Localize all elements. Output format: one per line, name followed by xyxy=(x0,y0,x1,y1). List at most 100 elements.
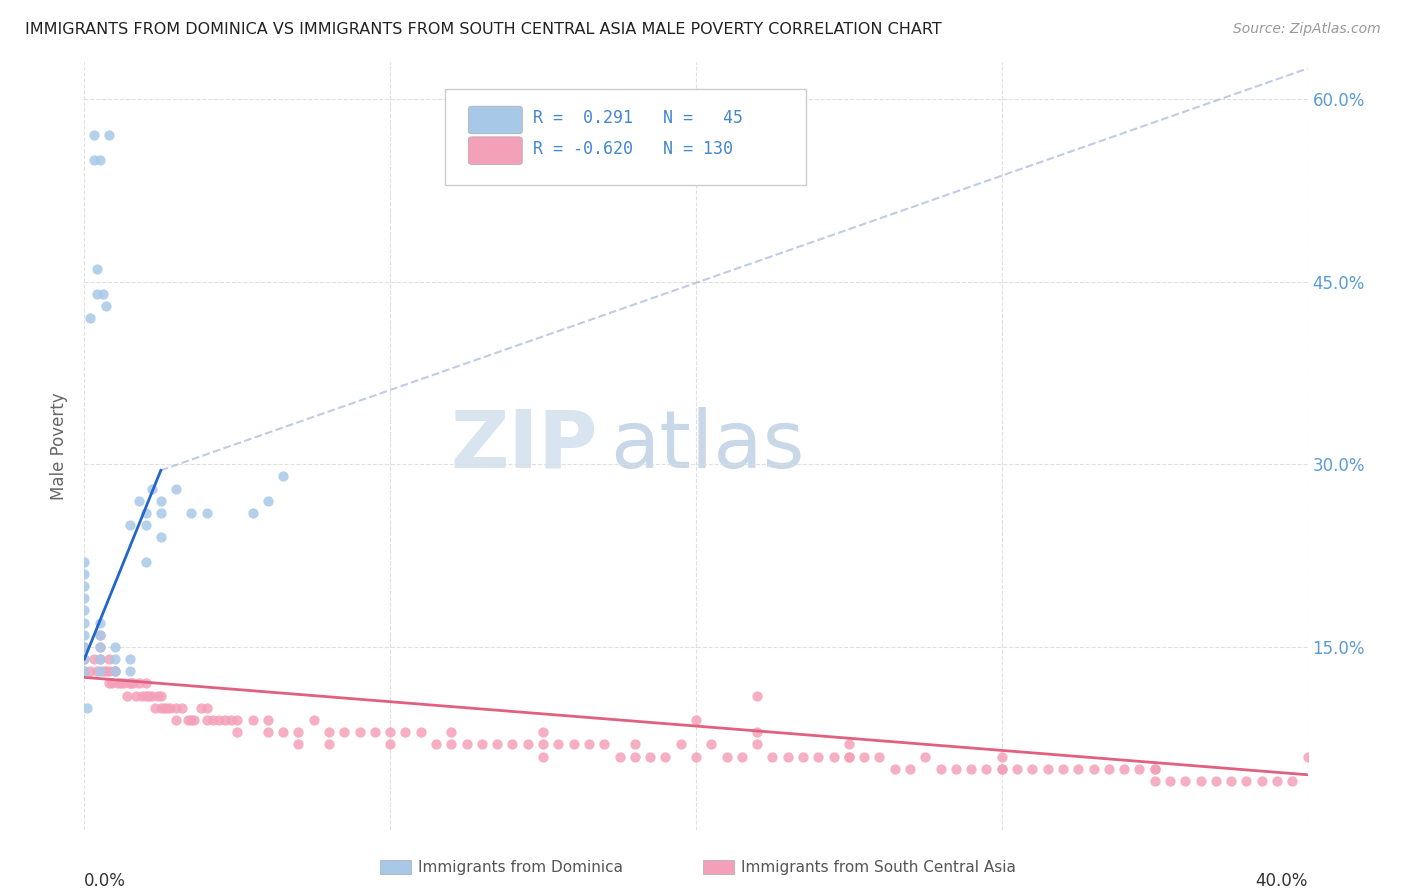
Point xyxy=(1250,773,1272,788)
Point xyxy=(654,749,676,764)
Point xyxy=(624,737,647,751)
Point xyxy=(242,506,264,520)
Point xyxy=(349,725,371,739)
Text: 40.0%: 40.0% xyxy=(1256,871,1308,889)
Point xyxy=(333,725,356,739)
Point xyxy=(141,689,163,703)
Point xyxy=(869,749,891,764)
Point xyxy=(486,737,509,751)
Point xyxy=(531,749,554,764)
Y-axis label: Male Poverty: Male Poverty xyxy=(51,392,69,500)
Point xyxy=(128,493,150,508)
Point xyxy=(747,737,769,751)
Point xyxy=(287,725,309,739)
Text: R =  0.291   N =   45: R = 0.291 N = 45 xyxy=(533,110,744,128)
Point xyxy=(177,713,200,727)
Point xyxy=(807,749,830,764)
Point xyxy=(1236,773,1258,788)
Point xyxy=(110,676,132,690)
Point xyxy=(83,652,105,666)
Point xyxy=(792,749,814,764)
Point xyxy=(135,555,157,569)
Point xyxy=(143,700,166,714)
Point xyxy=(531,737,554,751)
Point xyxy=(516,737,538,751)
Point xyxy=(122,676,145,690)
Point xyxy=(425,737,447,751)
Point xyxy=(1159,773,1181,788)
Point xyxy=(112,676,135,690)
Point xyxy=(104,665,127,679)
Point xyxy=(991,749,1014,764)
Point xyxy=(89,628,111,642)
Point xyxy=(318,737,340,751)
Point xyxy=(562,737,585,751)
Point xyxy=(898,762,921,776)
Point xyxy=(1114,762,1136,776)
Point xyxy=(83,128,105,143)
Point xyxy=(1281,773,1303,788)
Point xyxy=(219,713,242,727)
FancyBboxPatch shape xyxy=(446,89,806,186)
Point xyxy=(731,749,754,764)
Point xyxy=(761,749,783,764)
Point xyxy=(73,615,96,630)
Point xyxy=(153,700,176,714)
Point xyxy=(1265,773,1288,788)
Point xyxy=(609,749,631,764)
Point xyxy=(1021,762,1043,776)
FancyBboxPatch shape xyxy=(468,106,522,134)
Point xyxy=(747,689,769,703)
Point xyxy=(747,725,769,739)
Point xyxy=(86,665,108,679)
Point xyxy=(97,128,120,143)
Point xyxy=(76,700,98,714)
Point xyxy=(180,506,202,520)
Point xyxy=(1067,762,1090,776)
Point xyxy=(976,762,998,776)
Point xyxy=(929,762,952,776)
Point xyxy=(991,762,1014,776)
Point xyxy=(624,749,647,764)
Text: R = -0.620   N = 130: R = -0.620 N = 130 xyxy=(533,140,734,158)
Point xyxy=(271,725,294,739)
Point xyxy=(440,725,463,739)
Point xyxy=(104,665,127,679)
Point xyxy=(86,262,108,277)
Text: atlas: atlas xyxy=(610,407,804,485)
Point xyxy=(669,737,692,751)
Point xyxy=(73,640,96,654)
Point xyxy=(104,640,127,654)
Point xyxy=(79,665,101,679)
Point xyxy=(380,737,402,751)
Point xyxy=(73,652,96,666)
Point xyxy=(97,652,120,666)
Text: IMMIGRANTS FROM DOMINICA VS IMMIGRANTS FROM SOUTH CENTRAL ASIA MALE POVERTY CORR: IMMIGRANTS FROM DOMINICA VS IMMIGRANTS F… xyxy=(25,22,942,37)
Point xyxy=(94,299,117,313)
Point xyxy=(73,628,96,642)
Point xyxy=(83,153,105,167)
Point xyxy=(120,676,142,690)
Point xyxy=(195,700,218,714)
Point xyxy=(853,749,876,764)
Point xyxy=(89,153,111,167)
Point xyxy=(159,700,181,714)
Point xyxy=(302,713,325,727)
Point xyxy=(101,676,124,690)
Point xyxy=(135,676,157,690)
Point xyxy=(135,506,157,520)
Point xyxy=(73,591,96,606)
Point xyxy=(883,762,905,776)
Point xyxy=(456,737,478,751)
Point xyxy=(380,725,402,739)
Point xyxy=(945,762,967,776)
Point xyxy=(89,652,111,666)
Point xyxy=(86,286,108,301)
Point xyxy=(208,713,231,727)
Point xyxy=(257,725,280,739)
Point xyxy=(1143,762,1166,776)
Point xyxy=(89,615,111,630)
Point xyxy=(149,700,172,714)
Point xyxy=(1174,773,1197,788)
Point xyxy=(183,713,205,727)
